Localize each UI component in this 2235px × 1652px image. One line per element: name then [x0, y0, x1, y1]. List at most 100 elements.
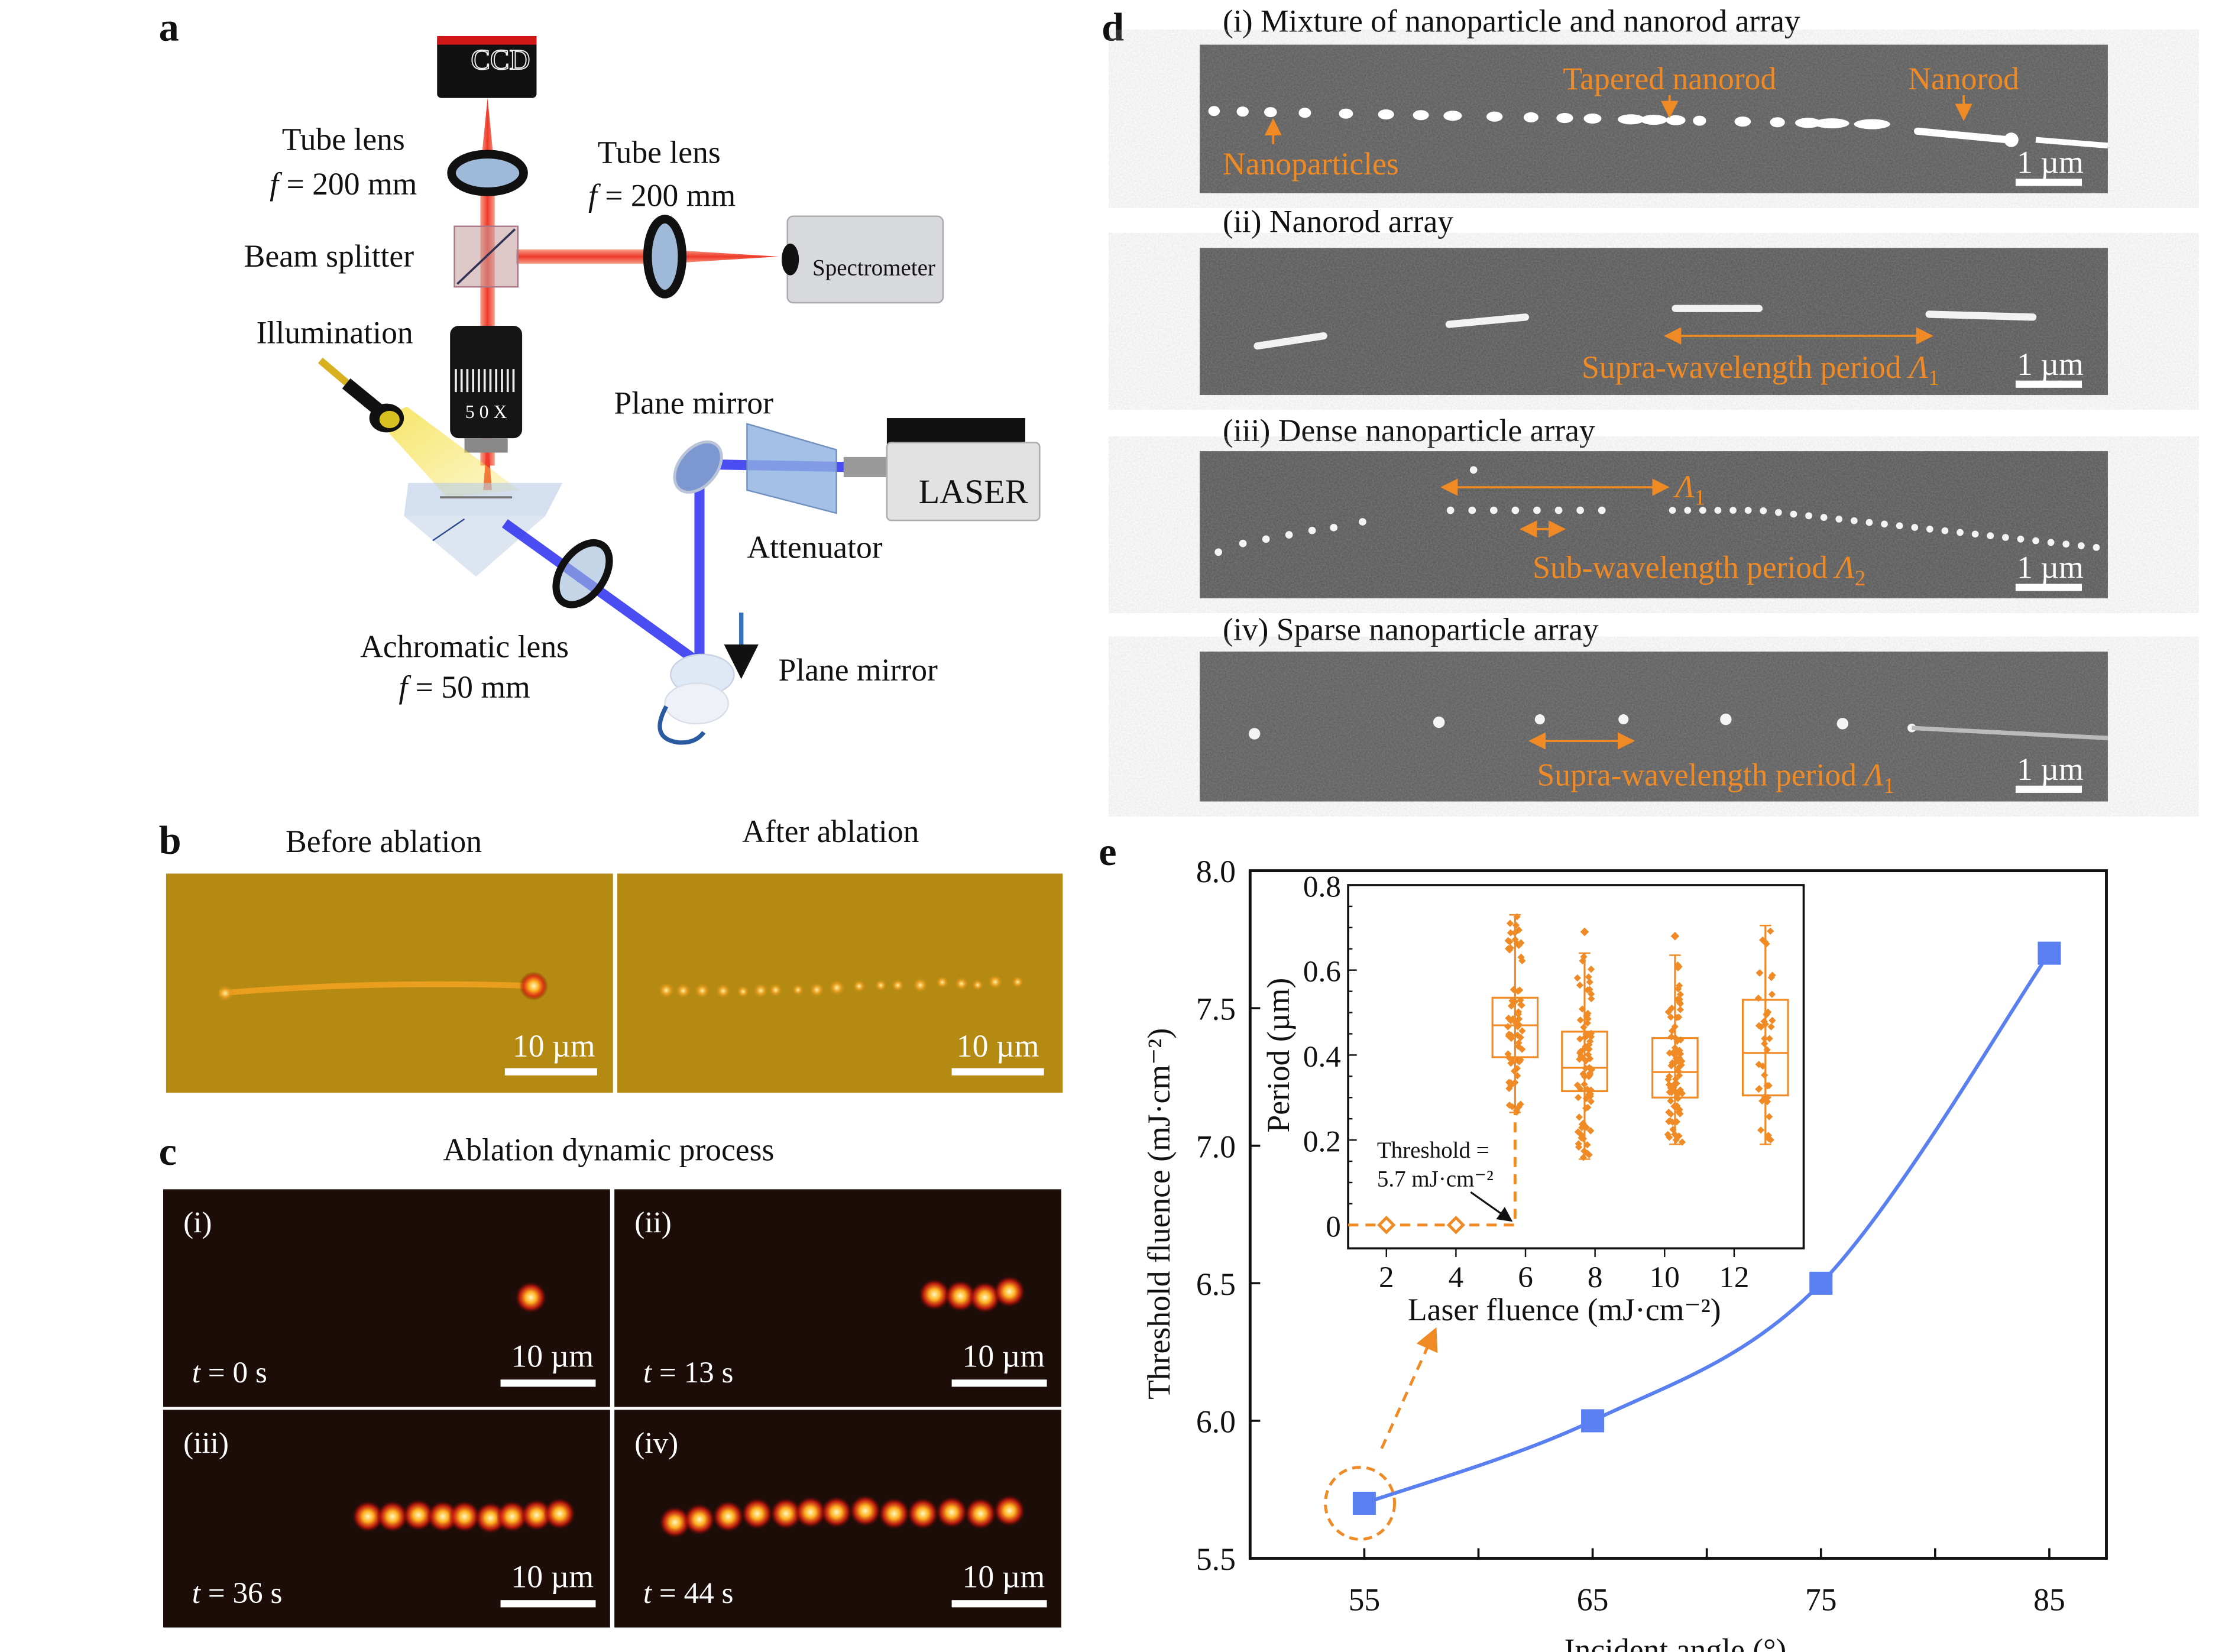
scale-bar-label: 10 µm — [963, 1559, 1045, 1594]
inset-y-tick-label: 0.6 — [1303, 955, 1341, 989]
period-data-point — [1587, 1097, 1595, 1106]
video-frame-4: (iv) t = 44 s 10 µm — [614, 1410, 1061, 1628]
nanoparticle — [1308, 526, 1316, 535]
period-data-point — [1670, 1050, 1677, 1058]
period-data-point — [1585, 1064, 1593, 1071]
nanoparticle — [1298, 108, 1311, 118]
frame-index: (i) — [183, 1206, 212, 1240]
micrograph-before-ablation: 10 µm — [166, 873, 613, 1093]
nanoparticle-glow — [828, 979, 846, 996]
period-data-point — [1672, 1034, 1679, 1042]
annotation-nanorod: Nanorod — [1908, 61, 2019, 96]
nanoparticle-glow — [768, 983, 783, 997]
y-tick-label: 8.0 — [1196, 854, 1236, 889]
inset-x-axis-label: Laser fluence (mJ·cm⁻²) — [1408, 1292, 1721, 1327]
annotation-period-symbol-1: Λ1 — [1673, 469, 1706, 509]
sem-title-i: (i) Mixture of nanoparticle and nanorod … — [1223, 4, 1800, 39]
annotation-supra-wavelength-period: Supra-wavelength period Λ1 — [1537, 757, 1894, 798]
period-data-point — [1504, 945, 1512, 953]
label-beam-splitter: Beam splitter — [244, 238, 414, 274]
period-data-point — [1666, 1073, 1673, 1080]
sem-image-dense-nanoparticle-array: Λ1 Sub-wavelength period Λ2 1 µm — [1199, 451, 2108, 598]
label-after-ablation: After ablation — [742, 814, 919, 849]
period-data-point — [1514, 1010, 1522, 1018]
nanoparticle-glow — [954, 976, 969, 991]
time-value: = 44 s — [652, 1576, 733, 1610]
tube-lens-icon — [447, 150, 528, 196]
period-data-point — [1764, 1093, 1771, 1102]
frame-time: t = 44 s — [643, 1576, 734, 1610]
period-data-point — [1506, 919, 1514, 927]
scale-bar-label: 1 µm — [2017, 752, 2084, 787]
nanoparticle — [1446, 506, 1455, 514]
y-tick-label: 5.5 — [1196, 1541, 1236, 1577]
threshold-annotation-line1: Threshold = — [1377, 1138, 1489, 1163]
period-data-point — [1758, 1097, 1766, 1105]
period-data-point — [1587, 1127, 1595, 1135]
nanoparticle — [1640, 115, 1667, 125]
time-value: = 0 s — [200, 1356, 267, 1389]
series-line — [1363, 952, 2051, 1505]
nanoparticle — [1850, 517, 1858, 524]
box-plot — [1561, 927, 1608, 1161]
nanoparticle-glow — [874, 979, 887, 992]
nanoparticle — [2077, 542, 2085, 549]
period-data-point — [1507, 1017, 1515, 1025]
time-value: = 36 s — [200, 1576, 282, 1610]
time-symbol: t — [192, 1356, 202, 1389]
period-data-point — [1576, 1035, 1584, 1043]
nanoparticle — [1734, 116, 1751, 127]
data-point-marker — [1352, 1491, 1376, 1515]
glowing-particle — [659, 1506, 691, 1538]
period-data-point — [1670, 1084, 1677, 1091]
inset-y-tick-label: 0.2 — [1303, 1125, 1341, 1159]
plane-mirror-rotating-icon — [657, 613, 759, 745]
time-symbol: t — [192, 1576, 202, 1610]
period-data-point — [1763, 1098, 1771, 1106]
time-symbol: t — [643, 1576, 653, 1610]
period-data-point — [1579, 1070, 1587, 1078]
label-achromatic-lens: Achromatic lens — [360, 629, 569, 665]
period-data-point — [1583, 1019, 1592, 1027]
period-data-point — [1588, 995, 1595, 1003]
scale-bar — [500, 1379, 596, 1387]
scale-bar-label: 10 µm — [511, 1559, 594, 1594]
nanoparticle — [1598, 506, 1606, 514]
scale-bar-label: 1 µm — [2017, 346, 2084, 382]
period-data-point — [1584, 1009, 1592, 1018]
nanoparticle — [1820, 514, 1828, 521]
period-data-point — [1755, 1086, 1763, 1093]
nanoparticle — [1854, 119, 1890, 129]
period-data-point — [1767, 927, 1774, 935]
threshold-annotation-line2: 5.7 mJ·cm⁻² — [1377, 1167, 1494, 1192]
frame-time: t = 36 s — [192, 1576, 283, 1610]
period-data-point — [1515, 1021, 1523, 1028]
panel-letter-a: a — [159, 4, 179, 49]
annotation-supra-wavelength-period: Supra-wavelength period Λ1 — [1582, 349, 1939, 390]
scale-bar-label: 10 µm — [513, 1028, 595, 1064]
period-data-point — [1510, 986, 1517, 993]
y-tick-label: 6.5 — [1196, 1266, 1236, 1302]
tube-lens-icon — [643, 215, 687, 299]
y-tick-label: 7.5 — [1196, 992, 1236, 1027]
data-point-marker — [1809, 1271, 1833, 1295]
sem-image-nanorod-array: Supra-wavelength period Λ1 1 µm — [1199, 248, 2108, 396]
label-tube-lens-right-focal: f = 200 mm — [588, 178, 736, 213]
nanoparticle — [1413, 110, 1429, 121]
nanoparticle — [1264, 107, 1277, 118]
inset-y-tick-label: 0 — [1326, 1210, 1341, 1243]
nanoparticle — [1330, 523, 1338, 532]
label-attenuator: Attenuator — [747, 530, 882, 565]
glowing-particle — [712, 1501, 744, 1533]
achromatic-lens-icon — [552, 539, 613, 608]
period-data-point — [1672, 1136, 1680, 1144]
period-data-point — [1575, 1143, 1583, 1151]
nanoparticle-glow — [715, 983, 731, 999]
period-data-point — [1763, 1082, 1771, 1090]
period-data-point — [1584, 1103, 1592, 1112]
inset-y-tick-label: 0.8 — [1303, 870, 1341, 903]
objective-magnification: 5 0 X — [465, 401, 507, 422]
glowing-particle — [520, 1499, 553, 1531]
period-data-point — [1506, 938, 1514, 945]
period-data-point — [1517, 939, 1525, 947]
